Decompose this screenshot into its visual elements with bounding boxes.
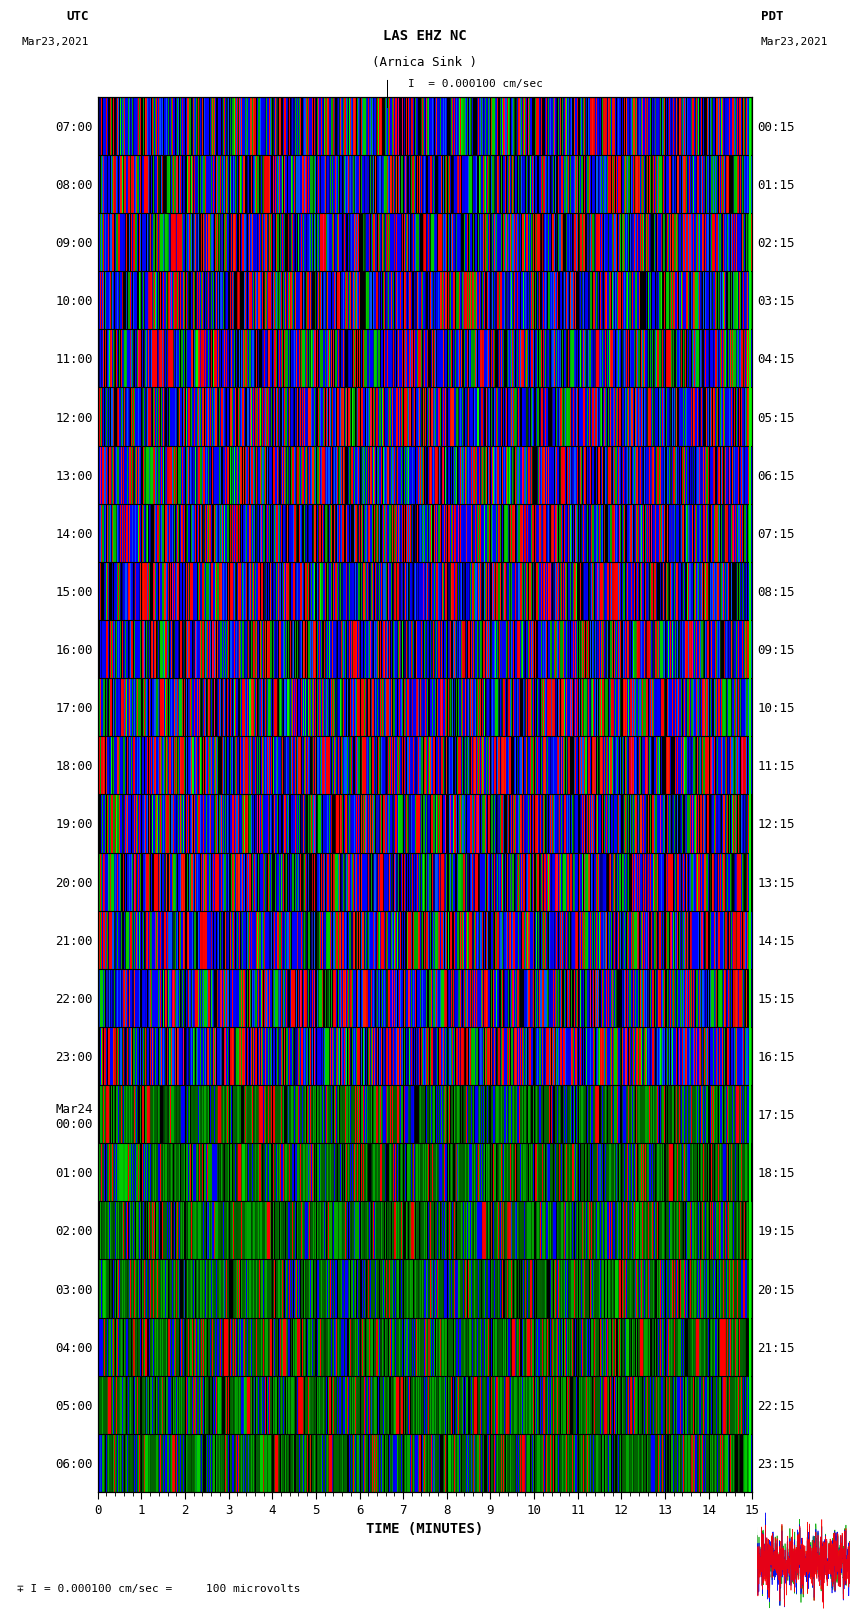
X-axis label: TIME (MINUTES): TIME (MINUTES) <box>366 1523 484 1537</box>
Bar <box>98 911 752 969</box>
Bar <box>98 969 752 1027</box>
Text: LAS EHZ NC: LAS EHZ NC <box>383 29 467 44</box>
Bar <box>98 155 752 213</box>
Text: ∓ I = 0.000100 cm/sec =     100 microvolts: ∓ I = 0.000100 cm/sec = 100 microvolts <box>17 1584 301 1594</box>
Bar <box>98 387 752 445</box>
Text: Mar23,2021: Mar23,2021 <box>22 37 89 47</box>
Text: UTC: UTC <box>67 10 89 23</box>
Text: PDT: PDT <box>761 10 783 23</box>
Bar <box>98 677 752 736</box>
Bar <box>98 619 752 677</box>
Text: Mar23,2021: Mar23,2021 <box>761 37 828 47</box>
Bar <box>98 736 752 794</box>
Bar <box>98 1260 752 1318</box>
Bar <box>98 213 752 271</box>
Bar <box>98 561 752 619</box>
Bar <box>98 794 752 853</box>
Text: I  = 0.000100 cm/sec: I = 0.000100 cm/sec <box>408 79 543 89</box>
Bar <box>98 329 752 387</box>
Bar <box>98 1144 752 1202</box>
Bar <box>98 1376 752 1434</box>
Bar <box>98 445 752 503</box>
Bar <box>98 853 752 911</box>
Bar <box>98 271 752 329</box>
Bar <box>98 503 752 561</box>
Bar <box>98 1202 752 1260</box>
Bar <box>98 1318 752 1376</box>
Bar <box>98 1086 752 1144</box>
Bar <box>98 1434 752 1492</box>
Bar <box>98 1027 752 1086</box>
Text: (Arnica Sink ): (Arnica Sink ) <box>372 56 478 69</box>
Bar <box>98 97 752 155</box>
